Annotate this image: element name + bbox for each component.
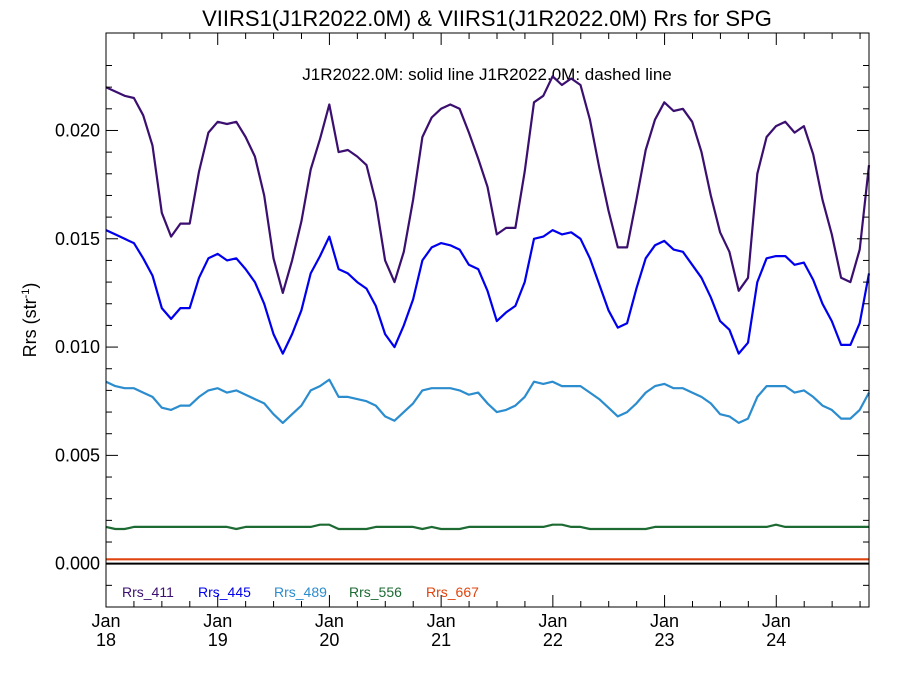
x-tick-label: Jan 23 (650, 611, 679, 650)
legend-entry-rrs-556: Rrs_556 (349, 584, 402, 600)
chart-subtitle: J1R2022.0M: solid line J1R2022.0M: dashe… (302, 65, 672, 84)
y-axis-label: Rrs (str-1) (20, 283, 40, 358)
legend: Rrs_411 Rrs_445 Rrs_489 Rrs_556 Rrs_667 (122, 584, 479, 600)
series-line-rrs-556 (105, 523, 869, 531)
plot-frame (105, 32, 870, 608)
y-tick-label: 0.010 (55, 337, 100, 357)
y-tick-label: 0.020 (55, 120, 100, 140)
x-tick-label: Jan 24 (762, 611, 791, 650)
y-axis: 0.000 0.005 0.010 0.015 0.020 (55, 64, 869, 586)
legend-entry-rrs-445: Rrs_445 (198, 584, 251, 600)
x-tick-label: Jan 21 (427, 611, 456, 650)
legend-entry-rrs-667: Rrs_667 (426, 584, 479, 600)
x-tick-label: Jan 22 (538, 611, 567, 650)
y-tick-label: 0.015 (55, 229, 100, 249)
chart-title: VIIRS1(J1R2022.0M) & VIIRS1(J1R2022.0M) … (202, 6, 772, 31)
series-line-rrs-411 (105, 75, 871, 294)
series-line-rrs-445 (105, 229, 871, 355)
series-lines (105, 75, 871, 561)
x-tick-label: Jan 20 (315, 611, 344, 650)
legend-entry-rrs-411: Rrs_411 (122, 584, 174, 600)
y-tick-label: 0.000 (55, 554, 100, 574)
x-tick-label: Jan 19 (203, 611, 232, 650)
series-line-rrs-489 (105, 378, 870, 424)
x-tick-label: Jan 18 (91, 611, 120, 650)
x-axis: Jan 18 Jan 19 Jan 20 Jan 21 Jan 22 Jan 23 Jan 24 (91, 33, 861, 650)
y-tick-label: 0.005 (55, 445, 100, 465)
legend-entry-rrs-489: Rrs_489 (274, 584, 327, 600)
